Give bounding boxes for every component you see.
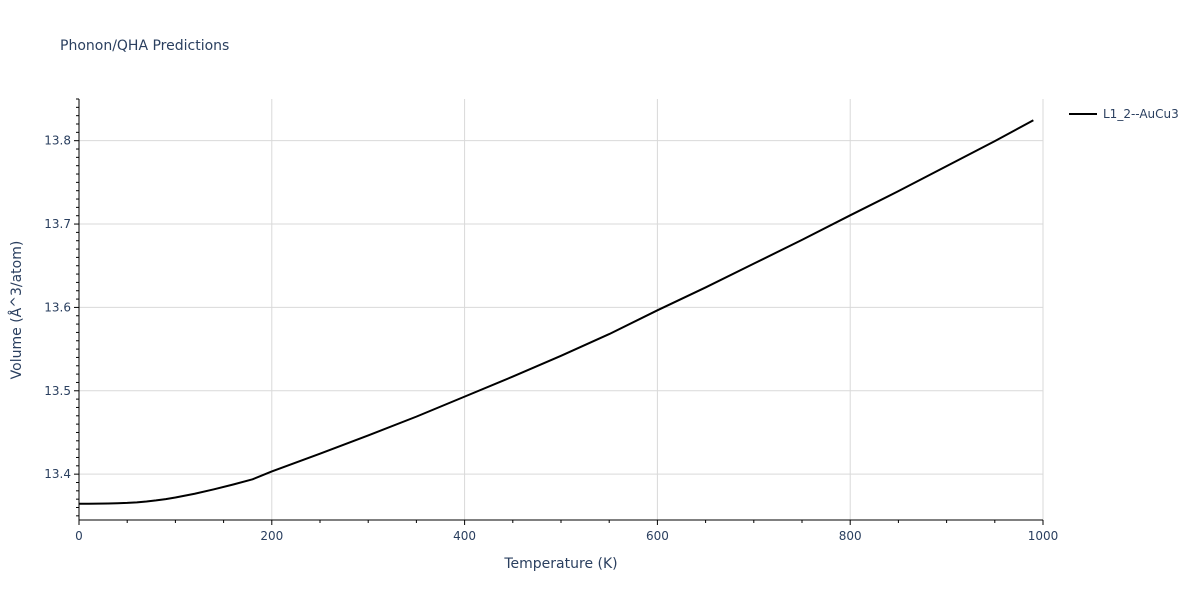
axes [78,99,1043,521]
x-tick-label: 400 [453,529,476,543]
x-tick-label: 0 [75,529,83,543]
y-tick-label: 13.8 [44,134,71,148]
y-tick-label: 13.7 [44,217,71,231]
plot-area [79,119,1034,505]
chart-title: Phonon/QHA Predictions [60,38,229,54]
y-tick-label: 13.5 [44,384,71,398]
y-tick-label: 13.4 [44,467,71,481]
x-axis-title: Temperature (K) [503,556,617,572]
legend[interactable]: L1_2--AuCu3 [1069,107,1179,121]
grid [79,99,1044,520]
y-axis-title: Volume (Å^3/atom) [8,241,25,380]
series-line [79,119,1034,505]
x-tick-label: 600 [646,529,669,543]
y-tick-label: 13.6 [44,300,71,314]
ticks: 0 200 400 600 800 1000 13.4 13.5 13.6 13.7 13.8 [44,98,1059,543]
x-tick-label: 200 [260,529,283,543]
legend-label: L1_2--AuCu3 [1103,107,1179,121]
x-tick-label: 800 [839,529,862,543]
x-tick-label: 1000 [1028,529,1059,543]
